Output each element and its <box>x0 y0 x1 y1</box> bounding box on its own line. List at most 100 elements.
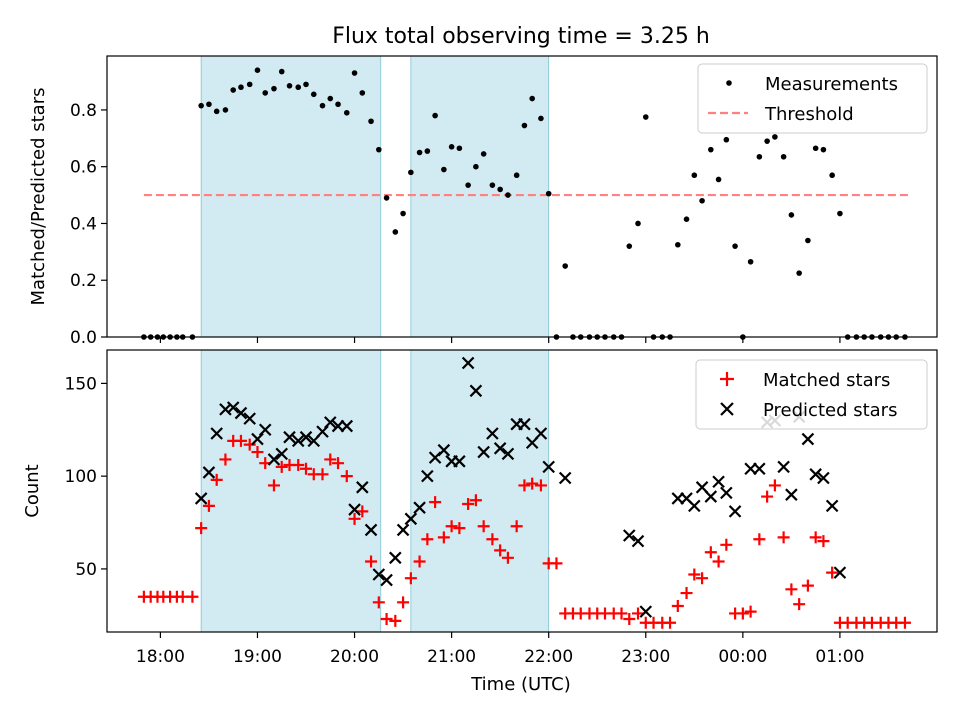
measurement-point <box>699 197 705 204</box>
top-legend-box <box>697 63 928 134</box>
predicted-star-point <box>372 568 386 581</box>
predicted-star-point <box>534 427 548 440</box>
matched-star-point <box>817 535 830 548</box>
predicted-star-point <box>493 442 507 455</box>
matched-star-point <box>501 551 514 564</box>
measurement-point <box>416 149 423 156</box>
x-tick-label: 20:00 <box>330 647 379 667</box>
matched-star-point <box>243 438 256 451</box>
x-tick-label: 21:00 <box>427 647 476 667</box>
matched-star-point <box>777 531 790 544</box>
matched-star-point <box>785 583 798 596</box>
predicted-star-point <box>413 501 426 514</box>
matched-star-point <box>413 555 426 568</box>
matched-star-point <box>477 520 490 533</box>
predicted-star-point <box>712 475 725 489</box>
measurement-point <box>812 145 819 152</box>
bottom-panel: 50 100 150 18:00 19:00 20:00 21:00 22:00 23:00 0… <box>22 349 938 695</box>
x-axis-label: Time (UTC) <box>470 674 571 695</box>
measurement-point <box>521 122 528 129</box>
matched-star-point <box>397 596 410 609</box>
measurement-point <box>238 84 244 91</box>
x-tick-label: 00:00 <box>718 647 767 667</box>
bottom-axes-frame <box>106 349 938 633</box>
predicted-star-point <box>542 460 555 474</box>
measurement-point <box>335 101 341 108</box>
measurement-point <box>732 243 738 249</box>
predicted-star-point <box>291 434 305 448</box>
measurement-point <box>408 169 414 176</box>
predicted-star-point <box>396 523 410 537</box>
measurement-point <box>456 145 463 152</box>
matched-star-point <box>372 596 385 609</box>
matched-star-point <box>526 477 539 490</box>
predicted-star-point <box>477 445 490 459</box>
bottom-observing-window-0 <box>200 349 382 633</box>
predicted-star-point <box>226 401 240 414</box>
legend-label-predicted-stars: Predicted stars <box>763 400 897 421</box>
matched-star-point <box>445 520 458 533</box>
top-y-tick-label: 0.2 <box>70 271 97 291</box>
predicted-star-point <box>833 566 847 579</box>
matched-star-point <box>195 522 208 535</box>
matched-star-point <box>356 505 369 518</box>
matched-star-point <box>671 600 684 613</box>
measurement-point <box>262 90 269 96</box>
matched-star-point <box>744 605 757 618</box>
matched-star-point <box>712 555 725 568</box>
measurement-point <box>715 176 722 183</box>
legend-marker-measurements <box>726 80 732 86</box>
predicted-star-point <box>421 469 434 483</box>
predicted-star-point <box>348 503 361 516</box>
predicted-star-point <box>210 427 223 440</box>
matched-star-point <box>632 607 645 620</box>
x-tick-label: 01:00 <box>815 647 864 667</box>
top-panel: 0.00.20.40.60.8 Matched/Predicted stars … <box>28 55 938 348</box>
measurement-point <box>351 70 358 76</box>
measurement-point <box>368 118 374 125</box>
measurement-point <box>303 81 309 88</box>
matched-star-point <box>688 568 701 581</box>
matched-star-point <box>404 572 417 585</box>
matched-star-point <box>453 522 466 535</box>
measurement-point <box>708 146 714 153</box>
bottom-x-ticks: 18:00 19:00 20:00 21:00 22:00 23:00 00:00 01:00 <box>136 632 864 667</box>
top-x-ticks <box>159 337 841 343</box>
predicted-star-point <box>453 455 466 468</box>
measurement-point <box>562 263 568 269</box>
predicted-star-point <box>340 419 354 433</box>
matched-star-point <box>202 499 215 512</box>
measurement-point <box>424 148 431 154</box>
measurement-point <box>400 210 406 217</box>
top-y-tick-label: 0.0 <box>70 328 97 348</box>
matched-star-point <box>380 613 393 626</box>
predicted-star-point <box>785 488 798 501</box>
measurement-point <box>206 101 212 108</box>
measurement-point <box>545 190 552 197</box>
measurement-point <box>489 182 496 188</box>
measurement-point <box>327 95 334 102</box>
matched-star-point <box>469 494 482 507</box>
predicted-star-point <box>825 499 839 513</box>
measurement-point <box>505 192 511 198</box>
predicted-star-point <box>688 499 701 513</box>
predicted-star-point <box>817 471 830 485</box>
legend-label-measurements: Measurements <box>765 74 898 95</box>
matched-star-point <box>518 479 531 492</box>
matched-star-point <box>316 468 329 481</box>
predicted-star-point <box>728 505 742 518</box>
measurement-point <box>376 146 382 153</box>
matched-star-point <box>186 590 199 603</box>
measurement-point <box>383 195 390 201</box>
bottom-legend: Matched stars Predicted stars <box>695 359 928 430</box>
matched-star-point <box>801 579 814 592</box>
matched-star-point <box>623 613 636 626</box>
matched-star-point <box>234 434 247 447</box>
measurement-point <box>626 243 633 249</box>
top-axes-frame <box>106 55 938 338</box>
measurement-point <box>691 172 698 179</box>
matched-star-point <box>486 533 499 546</box>
x-tick-label: 22:00 <box>524 647 573 667</box>
top-y-tick-label: 0.6 <box>70 158 97 178</box>
top-legend: Measurements Threshold <box>697 63 928 134</box>
